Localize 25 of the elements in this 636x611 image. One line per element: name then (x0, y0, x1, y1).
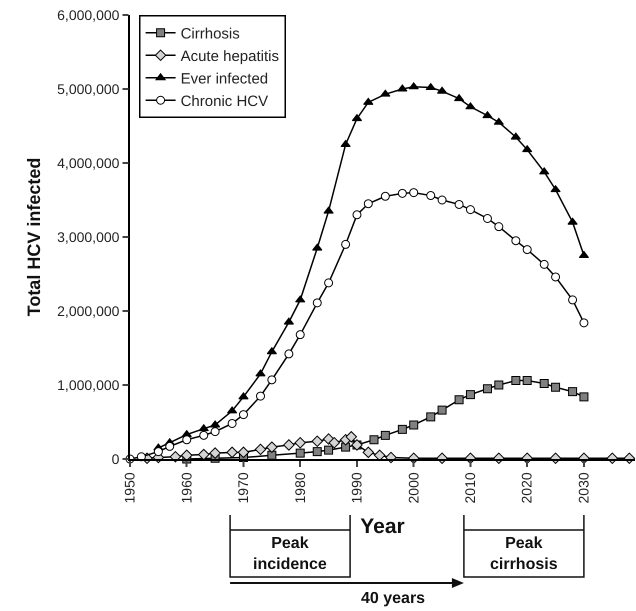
text: Peak cirrhosis (490, 535, 558, 573)
x-tick-label: 1980 (292, 472, 308, 504)
x-tick-label: 1960 (178, 472, 194, 504)
y-tick-label: 2,000,000 (57, 302, 120, 319)
legend-label: Chronic HCV (180, 93, 268, 110)
legend-label: Ever infected (180, 70, 268, 88)
y-tick-label: 5,000,000 (57, 80, 120, 97)
x-axis-title: Year (360, 515, 405, 538)
text: Peak incidence (253, 535, 327, 573)
legend-label: Acute hepatitis (180, 48, 279, 66)
y-tick-label: 3,000,000 (57, 228, 120, 245)
x-tick-label: 2030 (575, 472, 592, 504)
y-tick-label: 0 (112, 450, 120, 467)
text: 40 years (361, 590, 426, 607)
x-tick-label: 2010 (462, 472, 478, 504)
x-tick-label: 1970 (235, 472, 252, 504)
x-tick-label: 1990 (348, 472, 365, 504)
y-tick-label: 1,000,000 (57, 376, 120, 393)
y-tick-label: 4,000,000 (57, 154, 120, 171)
y-tick-label: 6,000,000 (57, 6, 120, 23)
x-tick-label: 2000 (405, 472, 422, 504)
y-axis-title: Total HCV infected (24, 158, 44, 316)
x-tick-label: 2020 (518, 472, 535, 504)
x-tick-label: 1950 (122, 472, 138, 504)
legend-label: Cirrhosis (180, 26, 240, 43)
